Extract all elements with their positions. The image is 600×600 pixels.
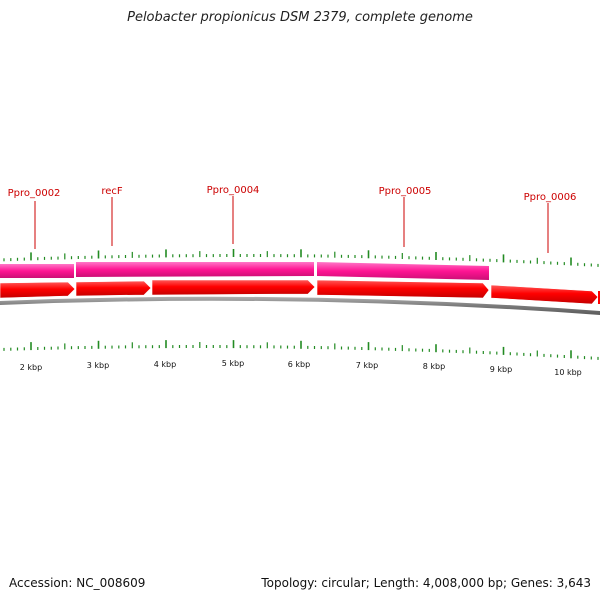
map-title: Pelobacter propionicus DSM 2379, complet…: [127, 10, 473, 25]
gene-feature[interactable]: [0, 264, 74, 278]
kbp-label: 4 kbp: [154, 360, 176, 369]
tick-marks-lower: [3, 340, 599, 360]
gene-labels: Ppro_0002 recF Ppro_0004 Ppro_0005 Ppro_…: [8, 185, 577, 203]
label-leaders: [34, 196, 549, 253]
kbp-label: 5 kbp: [222, 359, 244, 368]
tick-marks-upper: [3, 249, 599, 267]
gene-label-recf[interactable]: recF: [101, 186, 123, 197]
cds-feature[interactable]: [151, 279, 316, 296]
gene-label-ppro-0005[interactable]: Ppro_0005: [379, 186, 432, 197]
genome-summary-text: Topology: circular; Length: 4,008,000 bp…: [261, 576, 591, 590]
cds-feature[interactable]: [316, 279, 490, 299]
gene-track: [0, 262, 489, 280]
accession-text: Accession: NC_008609: [9, 576, 146, 590]
gene-feature[interactable]: [76, 262, 314, 277]
kbp-label: 3 kbp: [87, 361, 109, 370]
cds-feature[interactable]: [0, 281, 76, 299]
kbp-label: 7 kbp: [356, 361, 378, 370]
kbp-label: 10 kbp: [554, 368, 582, 377]
cds-feature[interactable]: [75, 280, 152, 297]
gene-label-ppro-0004[interactable]: Ppro_0004: [207, 185, 260, 196]
cds-feature[interactable]: [490, 284, 599, 305]
cds-track: [0, 279, 600, 305]
genome-backbone: [0, 296, 600, 315]
kbp-label: 6 kbp: [288, 360, 310, 369]
scale-labels: 2 kbp 3 kbp 4 kbp 5 kbp 6 kbp 7 kbp 8 kb…: [20, 359, 582, 377]
kbp-label: 9 kbp: [490, 365, 512, 374]
gene-label-ppro-0002[interactable]: Ppro_0002: [8, 188, 61, 199]
kbp-label: 2 kbp: [20, 363, 42, 372]
gene-label-ppro-0006[interactable]: Ppro_0006: [524, 192, 577, 203]
kbp-label: 8 kbp: [423, 362, 445, 371]
gene-feature[interactable]: [317, 262, 489, 280]
